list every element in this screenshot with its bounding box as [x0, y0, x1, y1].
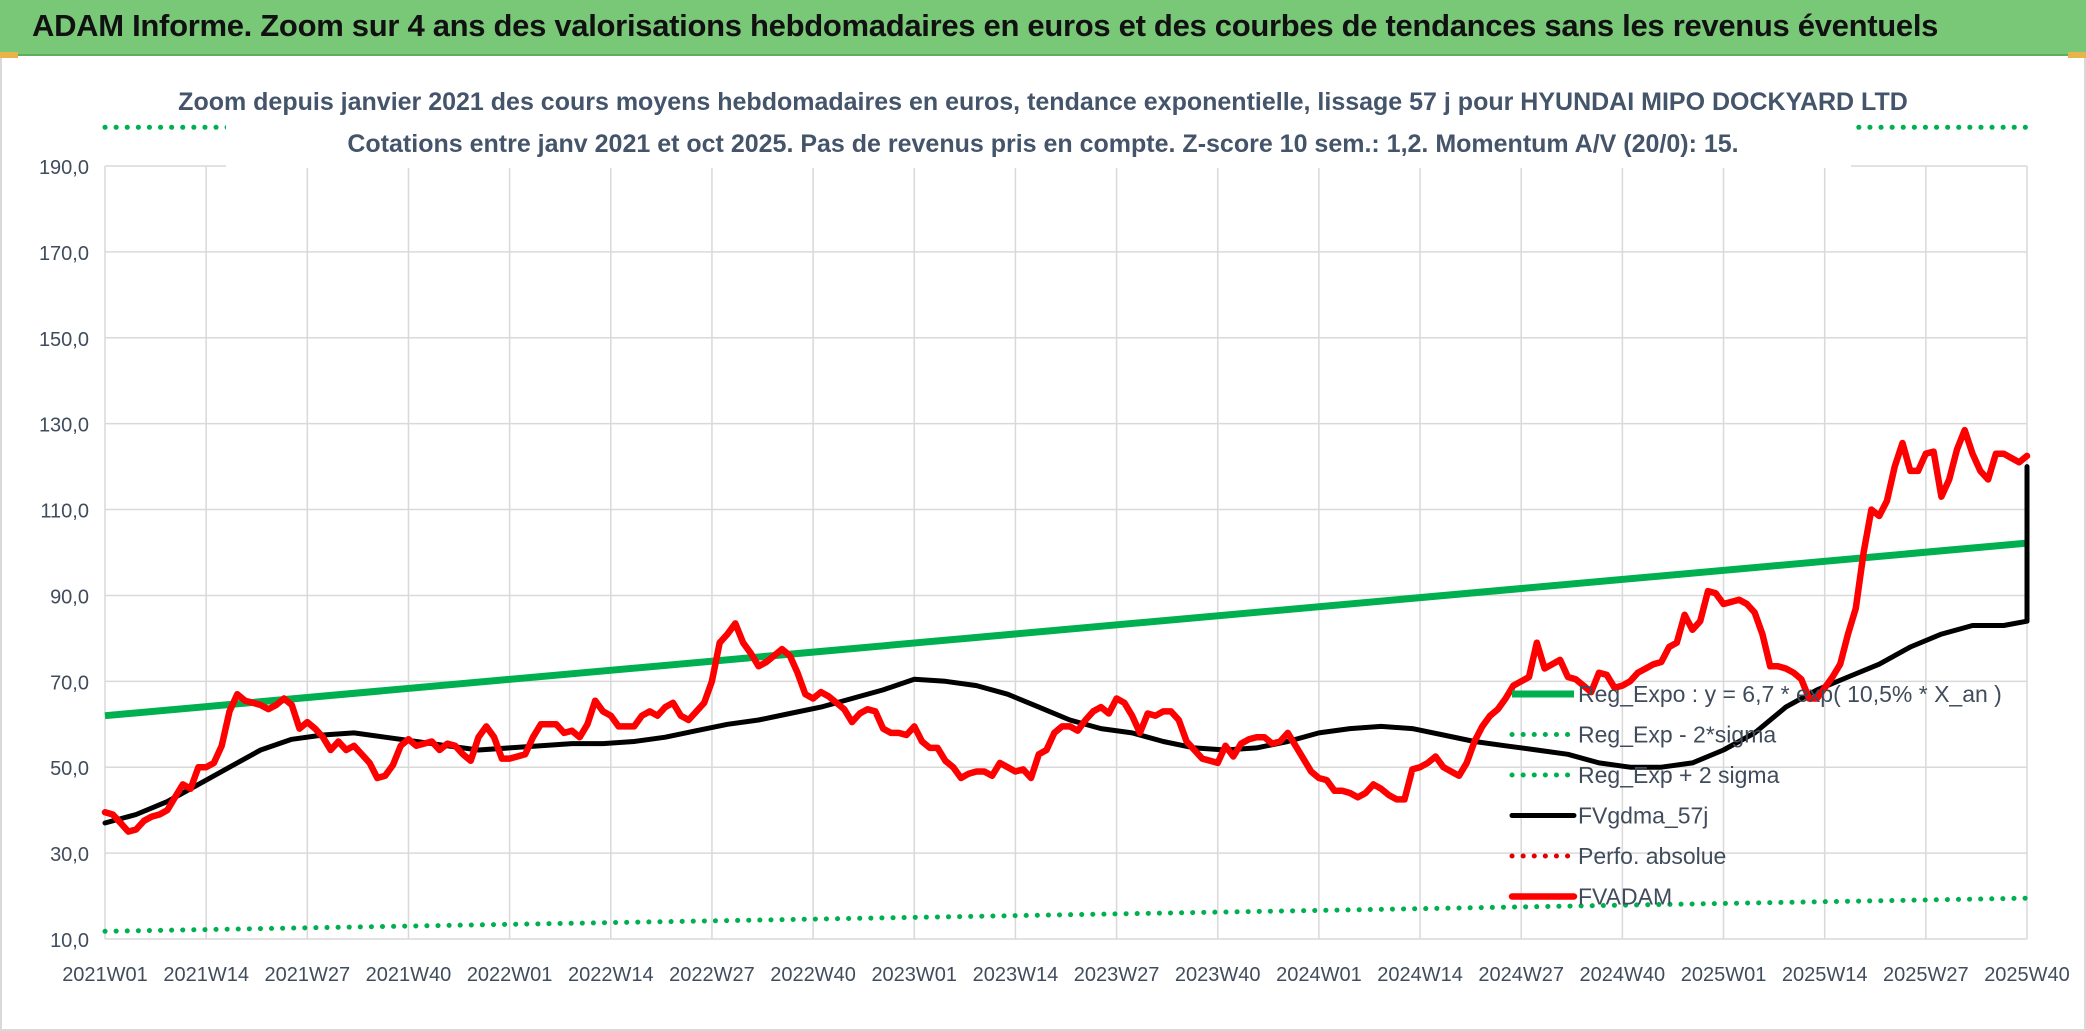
x-tick-label: 2025W40 [1984, 964, 2070, 986]
x-tick-label: 2024W40 [1580, 964, 1666, 986]
report-banner-title: ADAM Informe. Zoom sur 4 ans des valoris… [32, 8, 1939, 43]
x-tick-label: 2022W01 [467, 964, 553, 986]
report-banner: ADAM Informe. Zoom sur 4 ans des valoris… [0, 0, 2086, 56]
y-tick-label: 170,0 [39, 243, 89, 265]
x-tick-label: 2021W27 [265, 964, 351, 986]
y-tick-label: 150,0 [39, 329, 89, 351]
y-tick-label: 10,0 [50, 930, 89, 952]
y-tick-label: 190,0 [39, 157, 89, 179]
x-tick-label: 2024W27 [1478, 964, 1564, 986]
series-layer [101, 124, 2031, 934]
title-layer: Zoom depuis janvier 2021 des cours moyen… [178, 78, 1908, 168]
legend-label: Perfo. absolue [1578, 843, 1726, 869]
title-background [226, 78, 1851, 168]
legend-label: Reg_Exp - 2*sigma [1578, 722, 1776, 748]
y-tick-label: 110,0 [40, 501, 89, 523]
x-tick-label: 2023W27 [1074, 964, 1160, 986]
x-tick-label: 2025W01 [1681, 964, 1767, 986]
series-line-fvadam [101, 426, 2031, 835]
grid-layer: 190,0 170,0 150,0 130,0 110,0 90,0 70,0 50,0 30,… [39, 157, 2070, 986]
y-tick-label: 90,0 [50, 586, 89, 608]
banner-corner-left [0, 52, 18, 58]
x-tick-label: 2023W40 [1175, 964, 1261, 986]
y-tick-label: 50,0 [50, 758, 89, 780]
chart-subtitle: Cotations entre janv 2021 et oct 2025. P… [347, 130, 1738, 158]
x-tick-label: 2025W27 [1883, 964, 1969, 986]
series-line-reg-exp [102, 895, 2030, 934]
legend-label: Reg_Expo : y = 6,7 * exp( 10,5% * X_an ) [1578, 681, 2002, 707]
x-tick-label: 2022W14 [568, 964, 654, 986]
x-tick-label: 2021W01 [62, 964, 148, 986]
x-tick-label: 2023W14 [973, 964, 1059, 986]
series-line-reg-expo [104, 539, 2028, 720]
x-tick-label: 2024W01 [1276, 964, 1362, 986]
y-tick-label: 30,0 [50, 844, 89, 866]
legend: Reg_Expo : y = 6,7 * exp( 10,5% * X_an )… [1508, 681, 2002, 910]
x-tick-label: 2023W01 [871, 964, 957, 986]
x-tick-label: 2022W27 [669, 964, 755, 986]
x-tick-label: 2021W40 [366, 964, 452, 986]
legend-label: FVgdma_57j [1578, 803, 1708, 829]
chart-title: Zoom depuis janvier 2021 des cours moyen… [178, 88, 1908, 116]
x-tick-label: 2024W14 [1377, 964, 1463, 986]
x-tick-label: 2022W40 [770, 964, 856, 986]
y-tick-label: 70,0 [50, 672, 89, 694]
banner-corner-right [2068, 52, 2086, 58]
legend-label: FVADAM [1578, 884, 1672, 910]
x-tick-label: 2025W14 [1782, 964, 1868, 986]
x-tick-label: 2021W14 [163, 964, 249, 986]
y-tick-label: 130,0 [39, 415, 89, 437]
legend-label: Reg_Exp + 2 sigma [1578, 762, 1780, 788]
